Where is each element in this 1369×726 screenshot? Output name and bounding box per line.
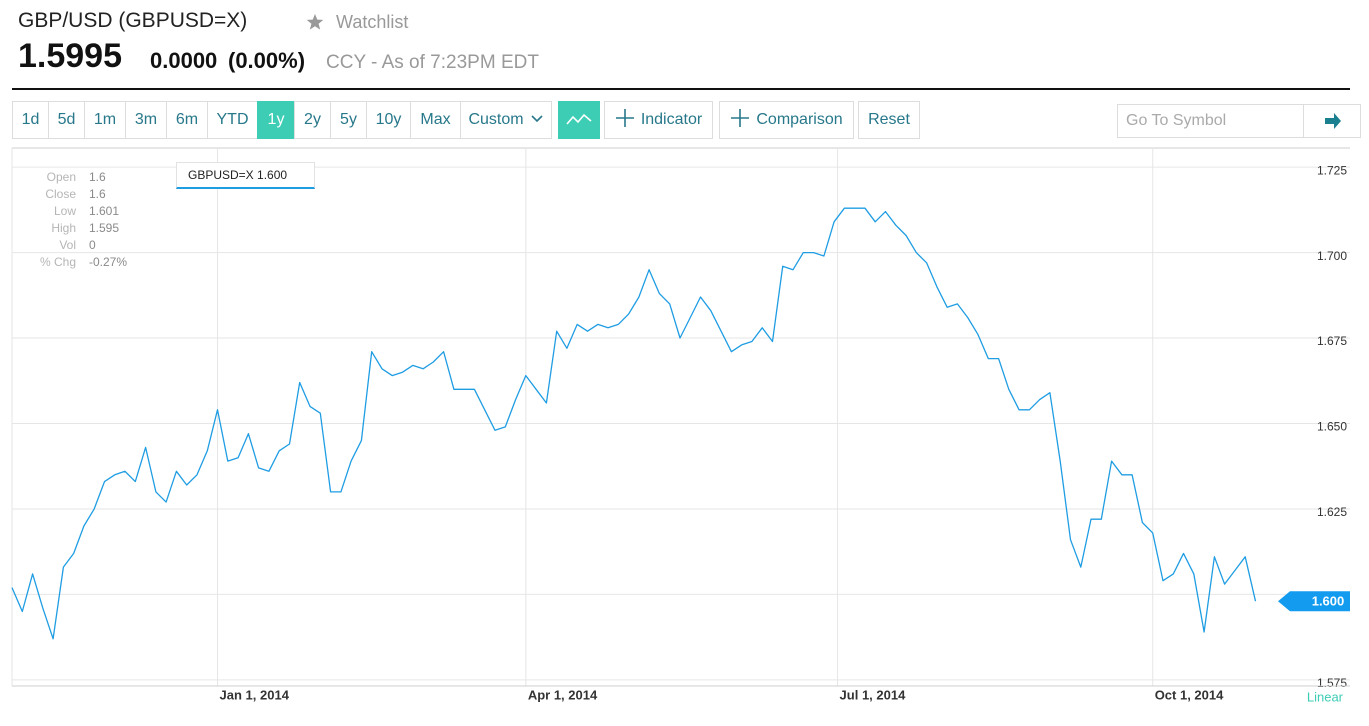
indicator-label: Indicator <box>640 111 703 128</box>
info-value: 1.595 <box>89 221 120 235</box>
reset-button[interactable]: Reset <box>858 101 920 139</box>
info-label: Low <box>53 204 76 218</box>
plus-icon <box>731 109 750 127</box>
chevron-icon <box>530 115 543 123</box>
comparison-label: Comparison <box>756 111 843 128</box>
y-tick-label: 1.675 <box>1317 334 1347 348</box>
quote-note: CCY - As of 7:23PM EDT <box>326 52 539 73</box>
y-tick-label: 1.575 <box>1317 676 1347 690</box>
watchlist-star[interactable] <box>306 13 324 31</box>
range-button[interactable]: 5d <box>48 101 85 139</box>
legend-tooltip: GBPUSD=X 1.600 <box>176 162 315 189</box>
watchlist-link[interactable]: Watchlist <box>336 12 409 32</box>
price-line <box>11 207 1257 640</box>
y-tick-label: 1.625 <box>1317 505 1347 519</box>
header-rule <box>12 88 1350 90</box>
legend-value: 1.600 <box>257 168 288 182</box>
star-icon <box>306 14 324 30</box>
custom-label: Custom <box>468 111 524 128</box>
range-button[interactable]: 6m <box>166 101 208 139</box>
last-price-marker <box>1278 591 1350 612</box>
indicator-button[interactable]: Indicator <box>604 101 713 139</box>
y-tick-label: 1.700 <box>1317 249 1347 263</box>
range-button[interactable]: 1y <box>257 101 295 139</box>
x-tick-label: Apr 1, 2014 <box>528 687 598 702</box>
info-value: 1.6 <box>89 187 106 201</box>
info-label: % Chg <box>39 255 76 269</box>
comparison-button[interactable]: Comparison <box>719 101 854 139</box>
quote-title: GBP/USD (GBPUSD=X) <box>18 9 248 32</box>
arrow-icon <box>1325 113 1341 129</box>
info-label: Open <box>46 170 76 184</box>
info-value: 1.601 <box>89 204 120 218</box>
x-tick-label: Jan 1, 2014 <box>220 687 290 702</box>
range-button[interactable]: Max <box>410 101 461 139</box>
price-change-pct: (0.00%) <box>228 48 306 73</box>
info-label: Vol <box>59 238 76 252</box>
plus-icon <box>615 109 634 127</box>
price: 1.5995 <box>18 37 122 75</box>
symbol-input[interactable]: Go To Symbol <box>1117 104 1303 138</box>
last-price-label: 1.600 <box>1312 594 1345 609</box>
price-change: 0.0000 <box>150 48 218 73</box>
range-button[interactable]: 10y <box>366 101 411 139</box>
info-value: -0.27% <box>89 255 128 269</box>
range-button[interactable]: 5y <box>330 101 367 139</box>
y-tick-label: 1.725 <box>1317 163 1347 177</box>
range-button[interactable]: YTD <box>207 101 258 139</box>
info-value: 1.6 <box>89 170 106 184</box>
x-tick-label: Jul 1, 2014 <box>840 687 907 702</box>
info-value: 0 <box>89 238 96 252</box>
y-tick-label: 1.650 <box>1317 420 1347 434</box>
info-label: Close <box>45 187 76 201</box>
range-button[interactable]: 3m <box>125 101 167 139</box>
go-button[interactable] <box>1303 104 1361 138</box>
x-tick-label: Oct 1, 2014 <box>1155 687 1224 702</box>
info-label: High <box>51 221 76 235</box>
scale-label: Linear <box>1307 689 1344 704</box>
legend-series-name: GBPUSD=X <box>188 168 254 182</box>
custom-range-button[interactable]: Custom <box>460 101 552 139</box>
chart-type-button[interactable] <box>558 101 600 139</box>
line-chart-icon <box>566 113 592 125</box>
